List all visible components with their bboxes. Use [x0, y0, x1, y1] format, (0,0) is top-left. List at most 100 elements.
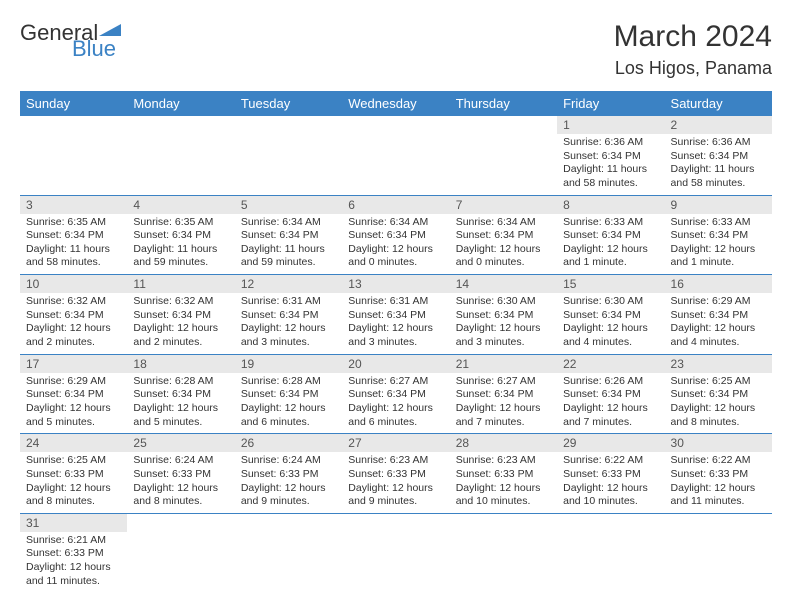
logo-text-blue: Blue: [72, 36, 116, 62]
day-number: 4: [127, 196, 234, 214]
day-content: Sunrise: 6:22 AMSunset: 6:33 PMDaylight:…: [557, 452, 664, 513]
day-content: Sunrise: 6:32 AMSunset: 6:34 PMDaylight:…: [127, 293, 234, 354]
day-content: Sunrise: 6:35 AMSunset: 6:34 PMDaylight:…: [20, 214, 127, 275]
logo-sail-icon: [99, 22, 121, 36]
day-content: Sunrise: 6:29 AMSunset: 6:34 PMDaylight:…: [665, 293, 772, 354]
day-number: 24: [20, 434, 127, 452]
calendar-cell: 23Sunrise: 6:25 AMSunset: 6:34 PMDayligh…: [665, 354, 772, 434]
day-number: 27: [342, 434, 449, 452]
day-number: 5: [235, 196, 342, 214]
day-number: 11: [127, 275, 234, 293]
day-number: 12: [235, 275, 342, 293]
day-number: 6: [342, 196, 449, 214]
calendar-cell: [450, 513, 557, 592]
calendar-cell: 8Sunrise: 6:33 AMSunset: 6:34 PMDaylight…: [557, 195, 664, 275]
day-content: Sunrise: 6:22 AMSunset: 6:33 PMDaylight:…: [665, 452, 772, 513]
day-content: Sunrise: 6:30 AMSunset: 6:34 PMDaylight:…: [557, 293, 664, 354]
day-number: 18: [127, 355, 234, 373]
day-number: 31: [20, 514, 127, 532]
day-number: 1: [557, 116, 664, 134]
day-content: Sunrise: 6:36 AMSunset: 6:34 PMDaylight:…: [557, 134, 664, 195]
weekday-header: Thursday: [450, 91, 557, 116]
day-number: 28: [450, 434, 557, 452]
day-number: 2: [665, 116, 772, 134]
calendar-cell: 30Sunrise: 6:22 AMSunset: 6:33 PMDayligh…: [665, 434, 772, 514]
day-number: 9: [665, 196, 772, 214]
day-content: Sunrise: 6:30 AMSunset: 6:34 PMDaylight:…: [450, 293, 557, 354]
calendar-cell: 1Sunrise: 6:36 AMSunset: 6:34 PMDaylight…: [557, 116, 664, 195]
day-content: Sunrise: 6:26 AMSunset: 6:34 PMDaylight:…: [557, 373, 664, 434]
calendar-cell: 21Sunrise: 6:27 AMSunset: 6:34 PMDayligh…: [450, 354, 557, 434]
title-block: March 2024 Los Higos, Panama: [614, 20, 772, 79]
weekday-header: Wednesday: [342, 91, 449, 116]
calendar-cell: 2Sunrise: 6:36 AMSunset: 6:34 PMDaylight…: [665, 116, 772, 195]
day-content: Sunrise: 6:33 AMSunset: 6:34 PMDaylight:…: [557, 214, 664, 275]
calendar-cell: [127, 513, 234, 592]
calendar-cell: .: [450, 116, 557, 195]
day-content: Sunrise: 6:34 AMSunset: 6:34 PMDaylight:…: [450, 214, 557, 275]
day-number: 22: [557, 355, 664, 373]
calendar-cell: 19Sunrise: 6:28 AMSunset: 6:34 PMDayligh…: [235, 354, 342, 434]
calendar-cell: 6Sunrise: 6:34 AMSunset: 6:34 PMDaylight…: [342, 195, 449, 275]
weekday-header: Tuesday: [235, 91, 342, 116]
calendar-cell: 11Sunrise: 6:32 AMSunset: 6:34 PMDayligh…: [127, 275, 234, 355]
day-number: 29: [557, 434, 664, 452]
calendar-cell: 7Sunrise: 6:34 AMSunset: 6:34 PMDaylight…: [450, 195, 557, 275]
calendar-table: SundayMondayTuesdayWednesdayThursdayFrid…: [20, 91, 772, 592]
day-number: 15: [557, 275, 664, 293]
weekday-header: Saturday: [665, 91, 772, 116]
calendar-header-row: SundayMondayTuesdayWednesdayThursdayFrid…: [20, 91, 772, 116]
calendar-cell: 13Sunrise: 6:31 AMSunset: 6:34 PMDayligh…: [342, 275, 449, 355]
day-number: 10: [20, 275, 127, 293]
calendar-cell: 9Sunrise: 6:33 AMSunset: 6:34 PMDaylight…: [665, 195, 772, 275]
day-number: 26: [235, 434, 342, 452]
day-content: Sunrise: 6:31 AMSunset: 6:34 PMDaylight:…: [235, 293, 342, 354]
calendar-cell: 20Sunrise: 6:27 AMSunset: 6:34 PMDayligh…: [342, 354, 449, 434]
day-number: 7: [450, 196, 557, 214]
day-content: Sunrise: 6:28 AMSunset: 6:34 PMDaylight:…: [127, 373, 234, 434]
calendar-cell: 29Sunrise: 6:22 AMSunset: 6:33 PMDayligh…: [557, 434, 664, 514]
calendar-cell: [557, 513, 664, 592]
day-number: 13: [342, 275, 449, 293]
day-content: Sunrise: 6:36 AMSunset: 6:34 PMDaylight:…: [665, 134, 772, 195]
day-number: 20: [342, 355, 449, 373]
day-content: Sunrise: 6:24 AMSunset: 6:33 PMDaylight:…: [235, 452, 342, 513]
calendar-cell: 17Sunrise: 6:29 AMSunset: 6:34 PMDayligh…: [20, 354, 127, 434]
day-content: Sunrise: 6:25 AMSunset: 6:34 PMDaylight:…: [665, 373, 772, 434]
calendar-cell: 28Sunrise: 6:23 AMSunset: 6:33 PMDayligh…: [450, 434, 557, 514]
day-content: Sunrise: 6:23 AMSunset: 6:33 PMDaylight:…: [450, 452, 557, 513]
day-content: Sunrise: 6:34 AMSunset: 6:34 PMDaylight:…: [235, 214, 342, 275]
calendar-cell: 12Sunrise: 6:31 AMSunset: 6:34 PMDayligh…: [235, 275, 342, 355]
day-number: 25: [127, 434, 234, 452]
calendar-cell: 26Sunrise: 6:24 AMSunset: 6:33 PMDayligh…: [235, 434, 342, 514]
day-number: 16: [665, 275, 772, 293]
calendar-cell: 3Sunrise: 6:35 AMSunset: 6:34 PMDaylight…: [20, 195, 127, 275]
calendar-cell: 18Sunrise: 6:28 AMSunset: 6:34 PMDayligh…: [127, 354, 234, 434]
calendar-cell: 10Sunrise: 6:32 AMSunset: 6:34 PMDayligh…: [20, 275, 127, 355]
day-number: 17: [20, 355, 127, 373]
calendar-body: .....1Sunrise: 6:36 AMSunset: 6:34 PMDay…: [20, 116, 772, 592]
day-content: Sunrise: 6:33 AMSunset: 6:34 PMDaylight:…: [665, 214, 772, 275]
weekday-header: Sunday: [20, 91, 127, 116]
calendar-cell: [342, 513, 449, 592]
day-content: Sunrise: 6:23 AMSunset: 6:33 PMDaylight:…: [342, 452, 449, 513]
day-content: Sunrise: 6:27 AMSunset: 6:34 PMDaylight:…: [450, 373, 557, 434]
day-content: Sunrise: 6:28 AMSunset: 6:34 PMDaylight:…: [235, 373, 342, 434]
day-number: 21: [450, 355, 557, 373]
calendar-cell: 31Sunrise: 6:21 AMSunset: 6:33 PMDayligh…: [20, 513, 127, 592]
day-content: Sunrise: 6:21 AMSunset: 6:33 PMDaylight:…: [20, 532, 127, 593]
calendar-cell: 25Sunrise: 6:24 AMSunset: 6:33 PMDayligh…: [127, 434, 234, 514]
day-content: Sunrise: 6:34 AMSunset: 6:34 PMDaylight:…: [342, 214, 449, 275]
calendar-cell: 24Sunrise: 6:25 AMSunset: 6:33 PMDayligh…: [20, 434, 127, 514]
calendar-cell: 4Sunrise: 6:35 AMSunset: 6:34 PMDaylight…: [127, 195, 234, 275]
calendar-cell: 14Sunrise: 6:30 AMSunset: 6:34 PMDayligh…: [450, 275, 557, 355]
logo: GeneralBlue: [20, 20, 121, 62]
header: GeneralBlue March 2024 Los Higos, Panama: [20, 20, 772, 79]
calendar-cell: .: [127, 116, 234, 195]
calendar-cell: 5Sunrise: 6:34 AMSunset: 6:34 PMDaylight…: [235, 195, 342, 275]
day-number: 23: [665, 355, 772, 373]
calendar-cell: 27Sunrise: 6:23 AMSunset: 6:33 PMDayligh…: [342, 434, 449, 514]
day-number: 30: [665, 434, 772, 452]
weekday-header: Monday: [127, 91, 234, 116]
day-content: Sunrise: 6:35 AMSunset: 6:34 PMDaylight:…: [127, 214, 234, 275]
